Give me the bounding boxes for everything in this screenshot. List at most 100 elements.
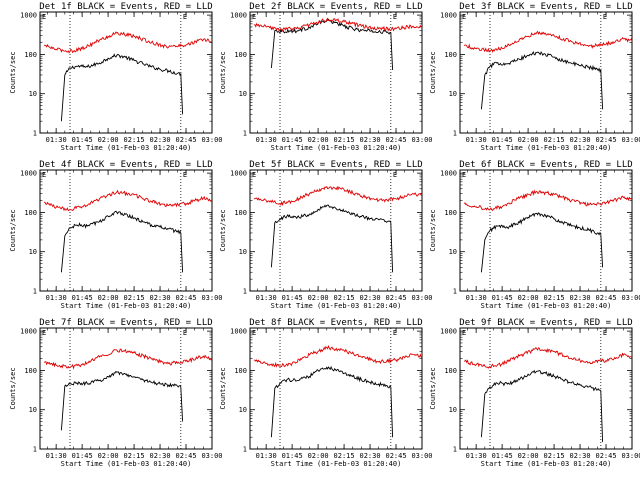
series-lld-line xyxy=(253,345,423,368)
x-tick-label: 01:30 xyxy=(466,136,487,144)
y-tick-label: 1000 xyxy=(440,328,457,336)
series-lld-line xyxy=(253,185,423,207)
x-tick-label: 02:00 xyxy=(308,294,329,302)
y-axis-label: Counts/sec xyxy=(9,209,17,251)
x-tick-label: 01:30 xyxy=(256,294,277,302)
x-tick-label: 02:15 xyxy=(124,452,145,460)
x-tick-label: 03:00 xyxy=(411,452,432,460)
y-tick-label: 100 xyxy=(234,367,247,375)
x-tick-label: 02:15 xyxy=(334,452,355,460)
y-tick-label: 100 xyxy=(444,367,457,375)
x-tick-label: 03:00 xyxy=(621,294,640,302)
panel-title: Det 8f BLACK = Events, RED = LLD xyxy=(249,318,422,328)
corner-label-left: E xyxy=(252,329,256,337)
x-tick-label: 02:45 xyxy=(385,452,406,460)
x-tick-label: 03:00 xyxy=(201,452,222,460)
corner-label-left: E xyxy=(462,13,466,21)
y-axis-label: Counts/sec xyxy=(429,51,437,93)
corner-label-left: E xyxy=(42,171,46,179)
y-tick-label: 1 xyxy=(243,130,247,138)
x-tick-label: 03:00 xyxy=(621,136,640,144)
y-axis-label: Counts/sec xyxy=(219,209,227,251)
y-tick-label: 1000 xyxy=(20,170,37,178)
y-tick-label: 100 xyxy=(444,209,457,217)
x-axis-label: Start Time (01-Feb-03 01:20:40) xyxy=(271,144,402,152)
y-axis-label: Counts/sec xyxy=(429,209,437,251)
series-events-line xyxy=(480,212,604,273)
series-lld-line xyxy=(43,348,213,370)
x-tick-label: 02:30 xyxy=(150,136,171,144)
series-events-line xyxy=(270,18,394,71)
x-axis-label: Start Time (01-Feb-03 01:20:40) xyxy=(481,302,612,310)
series-events-line xyxy=(270,365,394,438)
x-tick-label: 02:30 xyxy=(150,452,171,460)
x-axis-label: Start Time (01-Feb-03 01:20:40) xyxy=(61,302,192,310)
y-tick-label: 1 xyxy=(33,130,37,138)
corner-label-left: E xyxy=(462,171,466,179)
y-tick-label: 10 xyxy=(29,90,37,98)
plot-frame xyxy=(39,327,213,450)
y-tick-label: 100 xyxy=(24,209,37,217)
x-tick-label: 02:30 xyxy=(360,452,381,460)
corner-label-right: E xyxy=(183,329,187,337)
series-lld-line xyxy=(253,17,423,32)
x-tick-label: 01:45 xyxy=(492,294,513,302)
x-tick-label: 02:45 xyxy=(175,294,196,302)
x-tick-label: 02:30 xyxy=(150,294,171,302)
x-tick-label: 02:30 xyxy=(360,136,381,144)
x-tick-label: 02:45 xyxy=(175,136,196,144)
x-tick-label: 01:30 xyxy=(466,452,487,460)
y-tick-label: 10 xyxy=(239,90,247,98)
x-tick-label: 03:00 xyxy=(201,294,222,302)
y-tick-label: 1000 xyxy=(230,328,247,336)
y-axis-label: Counts/sec xyxy=(429,367,437,409)
x-tick-label: 01:45 xyxy=(492,452,513,460)
y-tick-label: 10 xyxy=(29,406,37,414)
corner-label-right: E xyxy=(603,329,607,337)
series-events-line xyxy=(60,370,184,431)
x-tick-label: 02:45 xyxy=(595,294,616,302)
y-tick-label: 100 xyxy=(24,367,37,375)
y-tick-label: 1 xyxy=(243,288,247,296)
corner-label-right: E xyxy=(393,171,397,179)
plot-frame xyxy=(39,169,213,292)
y-tick-label: 1000 xyxy=(230,170,247,178)
x-tick-label: 02:15 xyxy=(544,294,565,302)
corner-label-right: E xyxy=(603,13,607,21)
series-lld-line xyxy=(43,189,213,212)
series-events-line xyxy=(60,210,184,273)
corner-label-left: E xyxy=(252,171,256,179)
x-tick-label: 03:00 xyxy=(411,294,432,302)
x-axis-label: Start Time (01-Feb-03 01:20:40) xyxy=(481,460,612,468)
x-tick-label: 02:45 xyxy=(595,136,616,144)
y-axis-label: Counts/sec xyxy=(219,367,227,409)
panel-title: Det 9f BLACK = Events, RED = LLD xyxy=(459,318,632,328)
y-tick-label: 100 xyxy=(444,51,457,59)
y-tick-label: 1 xyxy=(453,288,457,296)
x-tick-label: 02:15 xyxy=(334,136,355,144)
y-tick-label: 10 xyxy=(449,90,457,98)
corner-label-left: E xyxy=(252,13,256,21)
x-tick-label: 02:00 xyxy=(98,136,119,144)
x-tick-label: 01:30 xyxy=(256,136,277,144)
y-tick-label: 1000 xyxy=(20,328,37,336)
series-lld-line xyxy=(463,30,633,53)
x-tick-label: 02:45 xyxy=(175,452,196,460)
plot-frame xyxy=(249,327,423,450)
series-events-line xyxy=(480,50,604,110)
y-axis-label: Counts/sec xyxy=(9,367,17,409)
x-tick-label: 02:00 xyxy=(308,136,329,144)
y-tick-label: 10 xyxy=(29,248,37,256)
corner-label-right: E xyxy=(183,13,187,21)
x-axis-label: Start Time (01-Feb-03 01:20:40) xyxy=(271,302,402,310)
y-axis-label: Counts/sec xyxy=(219,51,227,93)
corner-label-right: E xyxy=(183,171,187,179)
x-tick-label: 02:30 xyxy=(570,452,591,460)
y-tick-label: 100 xyxy=(234,209,247,217)
plot-frame xyxy=(459,11,633,134)
